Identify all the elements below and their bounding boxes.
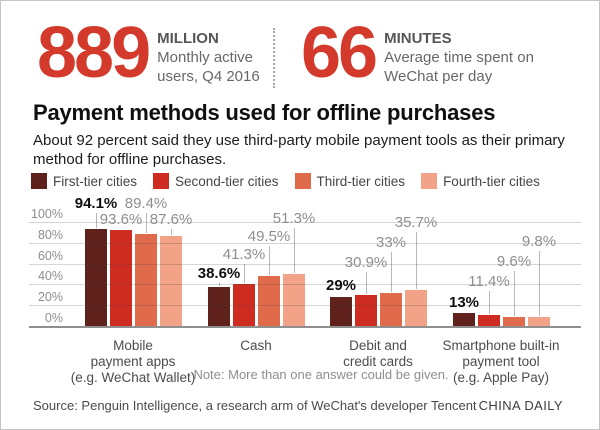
value-label: 9.8%: [521, 233, 557, 250]
leader-line: [171, 229, 172, 235]
value-label: 93.6%: [99, 211, 143, 228]
bar-group4-tier2: [478, 315, 500, 327]
legend-swatch-4: [421, 173, 438, 189]
legend-label-2: Second-tier cities: [175, 173, 279, 189]
stat-text-minutes: MINUTES Average time spent on WeChat per…: [384, 19, 549, 91]
bar-group2-tier4: [283, 273, 305, 327]
value-label: 9.6%: [496, 253, 532, 270]
bar-group3-tier1: [330, 296, 352, 327]
y-axis-tick-80%: 80%: [37, 227, 63, 242]
bar-group1-tier4: [160, 235, 182, 327]
bar-group2-tier3: [258, 275, 280, 327]
gridline-0%: [29, 326, 581, 328]
bar-group4-tier1: [453, 313, 475, 327]
bar-group1-tier1: [85, 229, 107, 327]
legend-label-4: Fourth-tier cities: [443, 173, 540, 189]
stat-unit-minutes: MINUTES: [384, 30, 452, 47]
legend: First-tier cities Second-tier cities Third…: [31, 173, 540, 189]
y-axis-tick-100%: 100%: [31, 207, 63, 221]
value-label: 33%: [375, 234, 407, 251]
value-label: 30.9%: [344, 254, 388, 271]
leader-line: [96, 213, 97, 229]
legend-swatch-2: [153, 173, 169, 189]
value-label: 51.3%: [272, 210, 316, 227]
bar-group3-tier3: [380, 292, 402, 327]
bar-group3-tier2: [355, 294, 377, 327]
footer: Source: Penguin Intelligence, a research…: [33, 398, 563, 413]
value-label: 87.6%: [149, 211, 193, 228]
stat-desc-mau: Monthly active users, Q4 2016: [157, 49, 260, 85]
value-label: 29%: [325, 277, 357, 294]
legend-item-2: Second-tier cities: [153, 173, 279, 189]
value-label: 49.5%: [247, 228, 291, 245]
bar-chart: 0% 20% 40% 60% 80% 100% 94.1% 93.6% 89.4% 87.6% Mo…: [29, 196, 581, 385]
category-label-1: Mobile payment apps (e.g. WeChat Wallet): [70, 338, 196, 385]
value-label: 41.3%: [222, 246, 266, 263]
legend-swatch-3: [294, 173, 311, 189]
y-axis-tick-20%: 20%: [37, 290, 63, 305]
value-label: 13%: [448, 294, 480, 311]
value-label: 35.7%: [394, 214, 438, 231]
bar-group1-tier2: [110, 229, 132, 327]
legend-swatch-1: [31, 173, 47, 189]
leader-line: [366, 272, 367, 294]
y-axis-tick-60%: 60%: [37, 248, 63, 263]
stat-desc-minutes: Average time spent on WeChat per day: [384, 49, 534, 85]
y-axis-tick-0%: 0%: [44, 311, 63, 325]
bar-group4-tier3: [503, 317, 525, 327]
category-label-3: Debit and credit cards: [343, 338, 413, 369]
stat-text-mau: MILLION Monthly active users, Q4 2016: [157, 19, 273, 91]
bar-group3-tier4: [405, 289, 427, 327]
bar-group1-tier3: [135, 234, 157, 327]
legend-item-3: Third-tier cities: [294, 173, 406, 189]
legend-item-1: First-tier cities: [31, 173, 137, 189]
leader-line: [269, 246, 270, 275]
value-label: 94.1%: [74, 195, 118, 212]
leader-line: [539, 251, 540, 316]
leader-line: [489, 291, 490, 315]
gridline-20%: [29, 305, 581, 307]
bar-group2-tier2: [233, 284, 255, 327]
value-label: 89.4%: [124, 195, 168, 212]
gridline-80%: [29, 242, 581, 244]
page-title: Payment methods used for offline purchas…: [33, 100, 496, 125]
publisher-credit: CHINA DAILY: [478, 398, 563, 413]
legend-label-3: Third-tier cities: [316, 173, 406, 189]
gridline-100%: [29, 222, 581, 223]
subtitle: About 92 percent said they use third-par…: [33, 132, 565, 168]
leader-line: [514, 271, 515, 317]
value-label: 38.6%: [197, 265, 241, 282]
bar-group4-tier4: [528, 316, 550, 327]
leader-line: [219, 283, 220, 286]
leader-line: [146, 213, 147, 234]
legend-item-4: Fourth-tier cities: [421, 173, 540, 189]
category-label-2: Cash: [240, 338, 272, 353]
leader-line: [416, 232, 417, 289]
stats-row: 889 MILLION Monthly active users, Q4 201…: [37, 15, 549, 91]
stat-monthly-active-users: 889 MILLION Monthly active users, Q4 201…: [37, 15, 273, 91]
stat-value-minutes: 66: [301, 13, 378, 93]
category-label-4: Smartphone built-in payment tool (e.g. A…: [442, 338, 560, 385]
value-label: 11.4%: [468, 273, 510, 290]
legend-label-1: First-tier cities: [53, 173, 137, 189]
stat-unit-mau: MILLION: [157, 30, 219, 47]
bar-group2-tier1: [208, 286, 230, 327]
leader-line: [294, 228, 295, 273]
dotted-divider: [273, 28, 275, 88]
leader-line: [244, 264, 245, 284]
source-text: Source: Penguin Intelligence, a research…: [33, 398, 477, 413]
gridline-60%: [29, 263, 581, 265]
stat-value-mau: 889: [37, 13, 151, 93]
leader-line: [391, 252, 392, 292]
chart-note: Note: More than one answer could be give…: [193, 367, 449, 382]
stat-minutes-per-day: 66 MINUTES Average time spent on WeChat …: [301, 15, 549, 91]
gridline-40%: [29, 284, 581, 286]
y-axis-tick-40%: 40%: [37, 269, 63, 284]
